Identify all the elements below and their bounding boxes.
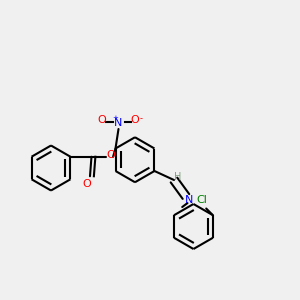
Text: N: N bbox=[185, 194, 193, 205]
Text: +: + bbox=[112, 115, 118, 121]
Text: O: O bbox=[106, 150, 116, 160]
Text: O: O bbox=[130, 115, 140, 125]
Text: O: O bbox=[98, 115, 106, 125]
Text: H: H bbox=[174, 172, 181, 182]
Text: -: - bbox=[140, 114, 142, 123]
Text: Cl: Cl bbox=[196, 195, 207, 206]
Text: N: N bbox=[114, 118, 123, 128]
Text: O: O bbox=[82, 179, 91, 189]
